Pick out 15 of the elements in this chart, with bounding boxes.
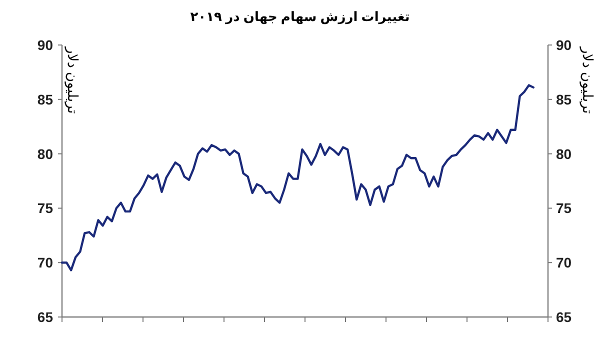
y-tick-label: 80	[37, 146, 54, 162]
y2-tick-label: 80	[556, 146, 572, 162]
y2-tick-label: 70	[556, 254, 572, 271]
y-tick-label: 85	[37, 91, 54, 108]
y2-tick-label: 75	[556, 200, 572, 216]
y-axis-title: تریلیون دلار	[64, 46, 81, 114]
y-tick-label: 75	[37, 200, 54, 216]
chart-title: تغییرات ارزش سهام جهان در ۲۰۱۹	[190, 9, 410, 25]
y-tick-label: 65	[37, 309, 54, 325]
y-tick-label: 90	[37, 37, 54, 53]
y2-tick-label: 90	[556, 37, 572, 53]
y2-axis-title: تریلیون دلار	[579, 46, 596, 114]
y-tick-label: 70	[37, 254, 54, 271]
y2-tick-label: 85	[556, 91, 572, 108]
y2-tick-label: 65	[556, 309, 572, 325]
